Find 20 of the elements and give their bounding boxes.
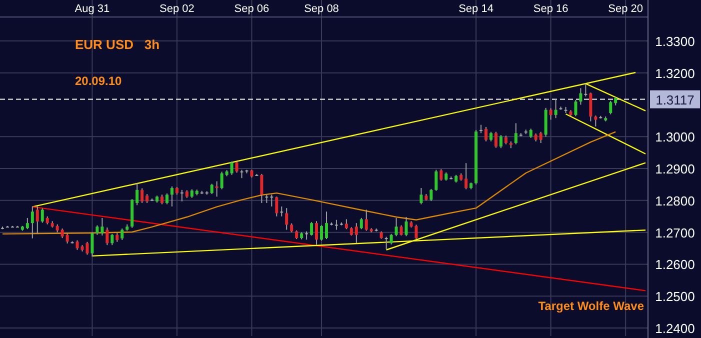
x-tick-label: Sep 20 [608, 3, 644, 15]
annotation: Target Wolfe Wave [538, 299, 644, 313]
y-tick-label: 1.2500 [655, 289, 695, 304]
x-tick-label: Sep 14 [458, 3, 494, 15]
x-tick-label: Sep 06 [234, 3, 270, 15]
x-tick-label: Sep 16 [533, 3, 568, 15]
text: 20.09.10 [75, 74, 122, 88]
y-tick-label: 1.2700 [655, 225, 695, 240]
x-tick-label: Sep 08 [304, 3, 339, 15]
x-tick-label: Sep 02 [160, 3, 194, 15]
y-tick-label: 1.3300 [655, 34, 695, 49]
y-tick-label: 1.2800 [655, 193, 695, 208]
text: EUR USD 3h [75, 37, 160, 52]
y-tick-label: 1.2900 [655, 162, 695, 177]
y-tick-label: 1.2400 [655, 321, 695, 336]
y-tick-label: 1.3200 [655, 66, 695, 81]
ref-line-label: 1.3117 [656, 92, 694, 108]
x-tick-label: Aug 31 [74, 3, 110, 15]
y-tick-label: 1.3000 [655, 130, 695, 145]
y-tick-label: 1.2600 [655, 257, 695, 272]
